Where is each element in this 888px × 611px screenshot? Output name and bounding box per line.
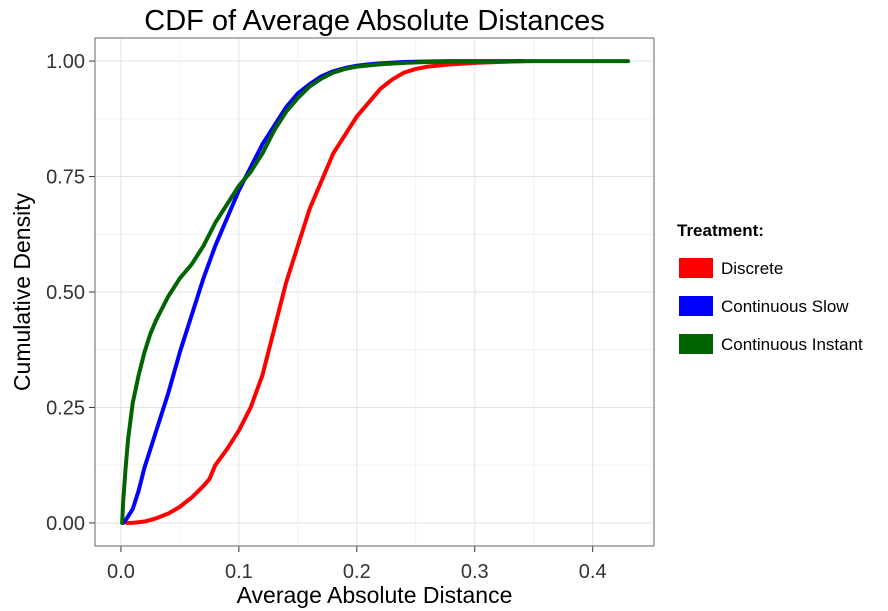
- legend-label-continuous-slow: Continuous Slow: [721, 297, 849, 316]
- axis-layer: 0.0 0.1 0.2 0.3 0.4 0.00 0.25 0.50 0.75 1.00: [46, 37, 655, 583]
- y-tick-label: 0.75: [46, 167, 85, 189]
- series-layer: [120, 59, 631, 525]
- x-axis-label: Average Absolute Distance: [237, 582, 513, 608]
- x-tick-label: 0.3: [461, 561, 489, 583]
- legend-swatch-discrete: [679, 258, 713, 278]
- x-tick-label: 0.2: [343, 561, 371, 583]
- legend-swatch-continuous-slow: [679, 296, 713, 316]
- plot-border: [94, 37, 655, 547]
- y-tick-label: 0.25: [46, 397, 85, 419]
- y-tick-label: 0.00: [46, 513, 85, 535]
- x-tick-label: 0.0: [107, 561, 135, 583]
- legend-swatch-continuous-instant: [679, 334, 713, 354]
- legend-title: Treatment:: [677, 221, 764, 240]
- x-tick-label: 0.4: [579, 561, 607, 583]
- legend-label-discrete: Discrete: [721, 259, 783, 278]
- chart-title: CDF of Average Absolute Distances: [144, 5, 605, 37]
- series-line-discrete: [124, 59, 524, 525]
- grid-layer: [95, 38, 654, 546]
- legend: Treatment: Discrete Continuous Slow Continu…: [677, 221, 863, 354]
- series-line-continuous-instant: [120, 59, 631, 525]
- y-tick-label: 1.00: [46, 51, 85, 73]
- y-tick-label: 0.50: [46, 282, 85, 304]
- y-axis-label: Cumulative Density: [9, 192, 35, 391]
- x-tick-label: 0.1: [225, 561, 253, 583]
- legend-label-continuous-instant: Continuous Instant: [721, 335, 863, 354]
